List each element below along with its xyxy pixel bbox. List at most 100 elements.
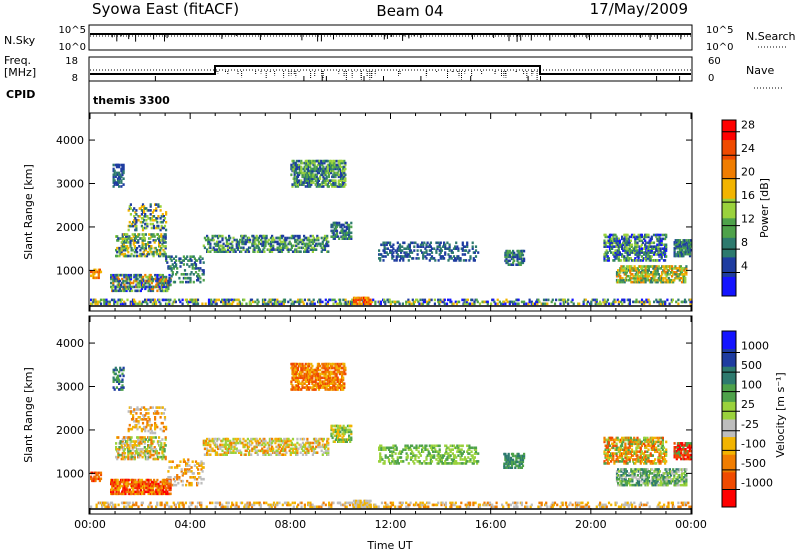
echo-cell	[241, 234, 244, 238]
echo-cell	[301, 161, 304, 165]
echo-cell	[127, 478, 130, 482]
echo-cell	[150, 446, 153, 449]
echo-cell	[519, 255, 522, 259]
echo-cell	[149, 478, 152, 482]
echo-cell	[172, 257, 175, 260]
echo-cell	[133, 455, 136, 459]
echo-cell	[455, 259, 458, 262]
echo-cell	[308, 240, 311, 244]
echo-cell	[631, 273, 634, 276]
echo-cell	[342, 183, 345, 186]
echo-cell	[617, 255, 620, 258]
echo-cell	[149, 488, 152, 492]
echo-cell	[160, 246, 163, 250]
echo-cell	[156, 289, 159, 293]
echo-cell	[117, 453, 120, 457]
echo-cell	[145, 218, 148, 222]
echo-cell	[688, 246, 692, 250]
echo-cell	[116, 177, 120, 180]
echo-cell	[122, 386, 125, 389]
echo-cell	[305, 179, 308, 182]
echo-cell	[491, 503, 494, 507]
echo-cell	[263, 246, 266, 250]
echo-cell	[618, 251, 621, 254]
echo-cell	[634, 274, 637, 278]
echo-cell	[301, 246, 305, 250]
echo-cell	[144, 273, 147, 277]
echo-cell	[300, 501, 303, 505]
echo-cell	[135, 213, 138, 216]
echo-cell	[112, 177, 115, 180]
echo-cell	[317, 171, 321, 175]
echo-cell	[673, 248, 676, 252]
echo-cell	[144, 287, 147, 291]
echo-cell	[628, 247, 631, 250]
echo-cell	[523, 249, 526, 253]
echo-cell	[162, 446, 165, 449]
echo-cell	[183, 470, 187, 473]
echo-cell	[217, 236, 220, 240]
echo-cell	[460, 501, 463, 505]
echo-cell	[121, 248, 124, 252]
echo-cell	[135, 279, 138, 283]
echo-cell	[119, 446, 122, 449]
echo-cell	[134, 222, 137, 226]
echo-cell	[149, 427, 152, 431]
echo-cell	[166, 302, 169, 306]
echo-cell	[644, 273, 647, 276]
echo-cell	[178, 298, 181, 302]
echo-cell	[117, 277, 120, 281]
echo-cell	[162, 237, 165, 240]
echo-cell	[578, 503, 581, 507]
echo-cell	[143, 237, 146, 240]
echo-cell	[113, 183, 116, 186]
echo-cell	[161, 243, 164, 246]
echo-cell	[226, 248, 230, 251]
echo-cell	[139, 220, 142, 224]
echo-cell	[153, 446, 156, 449]
echo-cell	[112, 482, 115, 486]
echo-cell	[661, 273, 664, 276]
echo-cell	[640, 235, 643, 239]
echo-cell	[307, 246, 310, 250]
echo-cell	[160, 289, 163, 293]
echo-cell	[209, 246, 212, 250]
echo-cell	[623, 255, 626, 258]
echo-cell	[290, 236, 293, 240]
echo-cell	[630, 233, 634, 237]
echo-cell	[326, 234, 329, 238]
echo-cell	[128, 279, 131, 283]
echo-cell	[468, 249, 471, 252]
echo-cell	[132, 478, 135, 482]
echo-cell	[614, 300, 617, 304]
echo-cell	[334, 300, 337, 304]
echo-cell	[267, 302, 270, 306]
echo-cell	[626, 233, 629, 237]
echo-cell	[251, 234, 254, 238]
echo-cell	[617, 237, 620, 241]
echo-cell	[138, 279, 141, 283]
echo-cell	[351, 501, 354, 505]
echo-cell	[444, 505, 447, 509]
echo-cell	[117, 486, 120, 490]
echo-cell	[581, 501, 584, 505]
echo-cell	[432, 503, 435, 507]
echo-cell	[119, 442, 122, 445]
echo-cell	[383, 298, 386, 302]
echo-cell	[169, 476, 172, 479]
echo-cell	[369, 298, 372, 302]
echo-cell	[338, 163, 341, 167]
echo-cell	[386, 503, 389, 507]
echo-cell	[160, 239, 163, 242]
echo-cell	[457, 247, 460, 250]
echo-cell	[103, 300, 106, 304]
echo-cell	[344, 167, 347, 171]
echo-cell	[160, 503, 163, 507]
echo-cell	[551, 298, 554, 302]
echo-cell	[379, 259, 382, 262]
echo-cell	[665, 243, 668, 247]
echo-cell	[315, 248, 318, 251]
echo-cell	[269, 236, 273, 240]
echo-cell	[303, 298, 306, 302]
